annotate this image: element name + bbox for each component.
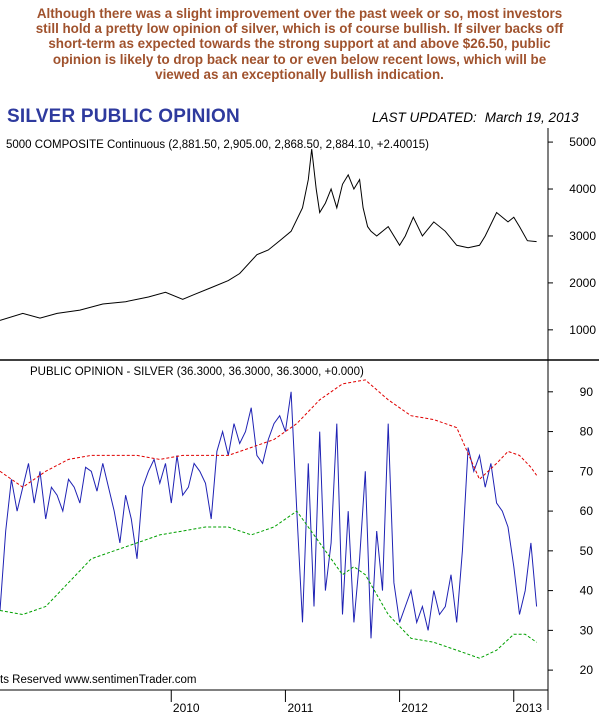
bottom-y-tick-label: 20 <box>580 663 594 677</box>
bottom-panel: 20 30 40 50 60 70 80 90 2010 2011 2012 2013 <box>0 379 594 715</box>
top-y-tick-label: 4000 <box>569 182 596 196</box>
commentary-line: still hold a pretty low opinion of silve… <box>35 21 564 37</box>
bottom-y-tick-label: 40 <box>580 584 594 598</box>
bottom-y-tick-label: 60 <box>580 504 594 518</box>
bottom-y-tick-label: 90 <box>580 385 594 399</box>
x-tick-label: 2012 <box>401 701 428 715</box>
commentary: Although there was a slight improvement … <box>0 6 599 82</box>
top-panel: 1000 2000 3000 4000 5000 <box>0 135 596 337</box>
chart-title: SILVER PUBLIC OPINION <box>7 106 240 127</box>
top-y-tick-label: 1000 <box>569 323 596 337</box>
commentary-line: Although there was a slight improvement … <box>36 6 563 21</box>
top-y-tick-label: 2000 <box>569 276 596 290</box>
bottom-y-tick-label: 80 <box>580 425 594 439</box>
commentary-line: viewed as an exceptionally bullish indic… <box>155 66 444 82</box>
bottom-panel-title: PUBLIC OPINION - SILVER (36.3000, 36.300… <box>30 366 364 378</box>
top-y-tick-label: 3000 <box>569 229 596 243</box>
x-tick-label: 2013 <box>515 701 542 715</box>
upper-band-series-line <box>0 379 538 488</box>
bottom-y-tick-label: 30 <box>580 623 594 637</box>
x-tick-label: 2011 <box>288 701 314 715</box>
x-tick-label: 2010 <box>173 701 200 715</box>
last-updated-label: LAST UPDATED: <box>372 110 477 125</box>
top-y-tick-label: 5000 <box>569 135 596 149</box>
commentary-line: short-term as expected towards the stron… <box>48 36 551 52</box>
lower-band-series-line <box>0 510 537 659</box>
last-updated-date: March 19, 2013 <box>484 110 579 125</box>
top-panel-title: 5000 COMPOSITE Continuous (2,881.50, 2,9… <box>6 139 429 151</box>
chart-frame <box>0 128 599 710</box>
bottom-y-tick-label: 70 <box>580 464 594 478</box>
opinion-series-line <box>0 391 538 639</box>
last-updated: LAST UPDATED: March 19, 2013 <box>372 110 587 125</box>
price-series-line <box>0 149 537 321</box>
watermark: ts Reserved www.sentimenTrader.com <box>0 674 196 686</box>
bottom-y-tick-label: 50 <box>580 544 594 558</box>
commentary-line: opinion is likely to drop back near to o… <box>52 51 547 67</box>
